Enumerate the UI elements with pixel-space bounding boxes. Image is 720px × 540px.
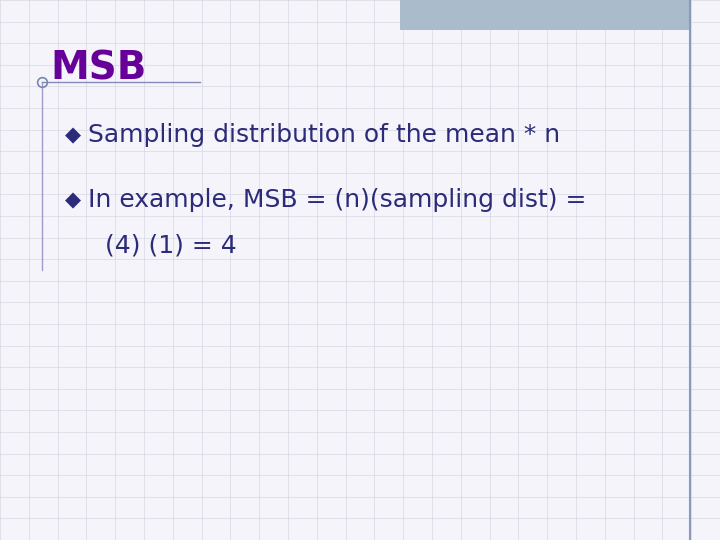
Bar bbox=[400, 0, 690, 30]
Text: ◆: ◆ bbox=[65, 125, 81, 145]
Text: ◆: ◆ bbox=[65, 190, 81, 210]
Text: (4) (1) = 4: (4) (1) = 4 bbox=[105, 233, 237, 257]
Text: MSB: MSB bbox=[50, 50, 146, 88]
Text: Sampling distribution of the mean * n: Sampling distribution of the mean * n bbox=[88, 123, 560, 147]
Text: In example, MSB = (n)(sampling dist) =: In example, MSB = (n)(sampling dist) = bbox=[88, 188, 586, 212]
